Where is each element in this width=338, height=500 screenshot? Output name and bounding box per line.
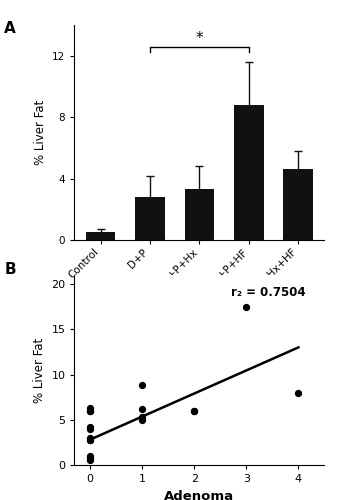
Bar [135,197,165,240]
Point [87,425,93,433]
Point [87,406,93,414]
Point [244,302,249,310]
Point [87,436,93,444]
Point [139,416,145,424]
Text: A: A [4,20,16,36]
Bar [185,190,214,240]
Point [296,388,301,396]
Text: B: B [4,262,16,276]
Point [87,456,93,464]
Text: *: * [196,30,203,46]
Point [87,434,93,442]
Point [87,454,93,462]
Bar [86,232,115,240]
Y-axis label: % Liver Fat: % Liver Fat [33,100,47,165]
Point [139,382,145,390]
Bar [234,105,264,240]
Point [192,406,197,414]
Point [87,423,93,431]
Point [87,452,93,460]
Point [192,406,197,414]
Text: r₂ = 0.7504: r₂ = 0.7504 [231,286,305,299]
Bar [284,170,313,240]
Point [139,405,145,413]
Point [87,436,93,444]
Point [87,406,93,414]
Point [139,413,145,421]
Y-axis label: % Liver Fat: % Liver Fat [33,338,46,402]
Point [87,404,93,412]
X-axis label: Adenoma: Adenoma [164,490,235,500]
